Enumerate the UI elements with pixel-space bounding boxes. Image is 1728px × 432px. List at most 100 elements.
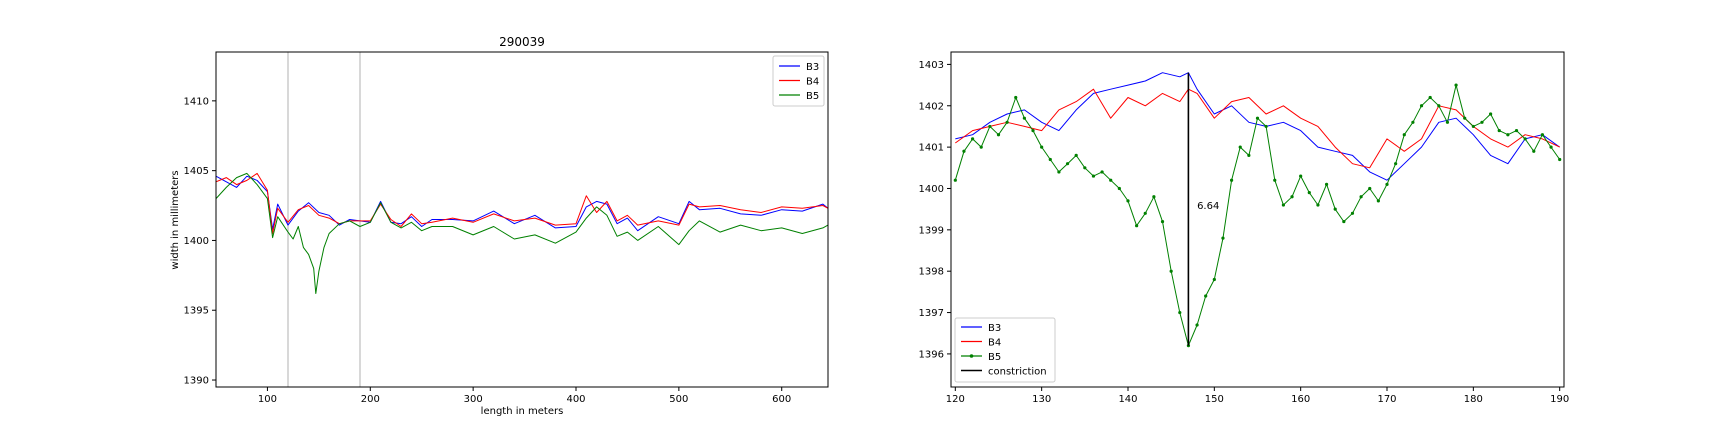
chart-right-series-b5-point — [1255, 116, 1260, 120]
chart-right-series-b5-point — [988, 124, 992, 129]
chart-left: 290039 100 200 300 400 500 600 1390 1395 1400 14… — [170, 35, 829, 417]
chart-left-plot-frame — [215, 51, 829, 388]
chart-left-title: 290039 — [499, 35, 545, 49]
chart-right-series-b5-point — [1100, 170, 1104, 174]
chart-right-series-b5-point — [1022, 116, 1026, 120]
chart-right-series-b5-point — [1506, 133, 1510, 137]
chart-right-series-b5-point — [1048, 157, 1052, 162]
chart-right-series-b5-point — [1065, 162, 1070, 166]
chart-right-series-b5-point — [1031, 128, 1035, 133]
chart-left-y-axis-label: width in millimeters — [170, 170, 181, 269]
chart-left-y-tick-label: 1400 — [184, 236, 209, 247]
chart-right-series-b5-point — [1368, 186, 1372, 191]
chart-right-series-b5-point — [1497, 128, 1501, 133]
chart-left-y-tick-label: 1410 — [184, 96, 209, 107]
chart-right-series-b5-point — [1471, 124, 1475, 129]
chart-right-series-b5-point — [1074, 153, 1078, 157]
chart-right-series-b5-point — [1126, 199, 1130, 203]
chart-right-series-b5-point — [962, 149, 966, 153]
chart-right-series-b5-point — [1385, 182, 1389, 186]
chart-left-series-b4-line — [216, 172, 828, 234]
chart-right-series-b5-point — [1350, 211, 1355, 215]
chart-right-x-tick-label: 150 — [1205, 394, 1224, 405]
chart-left-x-tick-label: 200 — [361, 394, 380, 405]
chart-right-series-b5-point — [1394, 162, 1398, 166]
chart-right-series-b5-point — [1238, 145, 1242, 149]
chart-right-x-tick-label: 130 — [1032, 394, 1051, 405]
chart-right-series-b5-point — [1040, 145, 1044, 149]
chart-right-series-b5-point — [1333, 207, 1337, 211]
legend-box — [954, 317, 1056, 383]
chart-left-y-ticks: 1390 1395 1400 1405 1410 — [184, 96, 216, 387]
chart-left-y-tick-label: 1390 — [184, 376, 209, 387]
chart-right-series — [953, 72, 1562, 348]
legend-label-b4: B4 — [806, 77, 819, 88]
chart-right-series-b5-point — [1514, 128, 1519, 133]
chart-right-series-b5-point — [1411, 120, 1415, 124]
chart-right-series-b5-point — [1143, 211, 1147, 215]
chart-right-series-b5-point — [1532, 149, 1536, 153]
legend-label-b5: B5 — [988, 352, 1001, 363]
chart-right-series-b5-point — [1169, 269, 1173, 273]
chart-right-series-b4-line — [955, 88, 1560, 169]
chart-right-series-b5-point — [979, 145, 983, 149]
chart-right-series-b5-point — [1014, 95, 1018, 100]
chart-right-plot-frame — [950, 51, 1565, 388]
chart-right-series-b5-point — [953, 178, 957, 182]
legend-label-b5: B5 — [806, 91, 819, 102]
legend-label-b4: B4 — [988, 338, 1001, 349]
chart-left-x-tick-label: 300 — [464, 394, 483, 405]
chart-right-series-b5-point — [1299, 174, 1303, 178]
chart-right-y-tick-label: 1397 — [919, 308, 944, 319]
chart-right-series-b5-point — [1540, 133, 1545, 137]
chart-right-series-b5-point — [1109, 178, 1113, 182]
chart-right-series-b5-point — [1445, 120, 1450, 124]
chart-left-y-tick-label: 1405 — [184, 166, 209, 177]
chart-left-x-tick-label: 100 — [258, 394, 277, 405]
chart-right-series-b5-point — [1273, 178, 1277, 182]
chart-left-x-ticks: 100 200 300 400 500 600 — [258, 387, 791, 405]
chart-left-series-b5-line — [216, 172, 828, 294]
chart-right-series-b5-point — [1307, 191, 1311, 195]
chart-right-series-b5-point — [1489, 112, 1493, 116]
chart-right-series-b5-point — [1178, 310, 1182, 315]
chart-right-series-b5-point — [1204, 294, 1208, 298]
chart-right-series-b3-line — [955, 72, 1560, 181]
chart-right-series-b5-point — [1160, 219, 1165, 224]
chart-right-series-b5-point — [1117, 186, 1121, 191]
chart-right-series-b5-point — [1376, 199, 1380, 203]
legend-label-constriction: constriction — [988, 367, 1047, 378]
chart-right-y-tick-label: 1402 — [919, 101, 944, 112]
chart-left-vlines — [287, 52, 361, 387]
chart-right-series-b5-point — [1195, 323, 1199, 327]
chart-right: 120 130 140 150 160 170 180 190 139613971398139… — [919, 51, 1569, 405]
chart-right-series-b5-point — [1437, 104, 1441, 108]
chart-right-series-b5-point — [1247, 153, 1251, 157]
chart-right-series-b5-point — [1402, 133, 1406, 137]
chart-right-series-b5-point — [1480, 120, 1484, 124]
chart-right-series-b5-point — [1523, 137, 1527, 141]
chart-right-series-b5-point — [970, 137, 975, 141]
chart-right-series-b5-point — [1135, 224, 1139, 228]
chart-right-series-b5-point — [996, 133, 1001, 137]
chart-right-series-b5-point — [1091, 174, 1096, 178]
chart-right-x-tick-label: 170 — [1377, 394, 1396, 405]
chart-right-series-b5-point — [1454, 83, 1458, 87]
chart-right-series-b5-point — [1264, 124, 1268, 129]
chart-right-y-tick-label: 1399 — [919, 225, 944, 236]
chart-right-y-ticks: 1396 1397 1398 1399 1400 1401 1402 1403 — [919, 60, 951, 360]
chart-right-series-b5-point — [1229, 178, 1234, 182]
chart-right-y-tick-label: 1403 — [919, 60, 944, 71]
chart-right-y-tick-label: 1401 — [919, 143, 944, 154]
chart-right-series-b5-point — [1359, 195, 1363, 199]
chart-right-x-tick-label: 120 — [946, 394, 965, 405]
chart-right-series-b5-point — [1152, 195, 1156, 199]
chart-right-series-b5-point — [1281, 203, 1286, 207]
chart-left-x-axis-label: length in meters — [481, 406, 564, 417]
chart-right-x-tick-label: 190 — [1550, 394, 1569, 405]
chart-right-series-b5-point — [1342, 219, 1346, 224]
constriction-value-annotation: 6.64 — [1197, 201, 1219, 212]
chart-right-legend: B3 B4 B5 constriction — [954, 317, 1056, 383]
chart-right-x-ticks: 120 130 140 150 160 170 180 190 — [946, 387, 1569, 405]
